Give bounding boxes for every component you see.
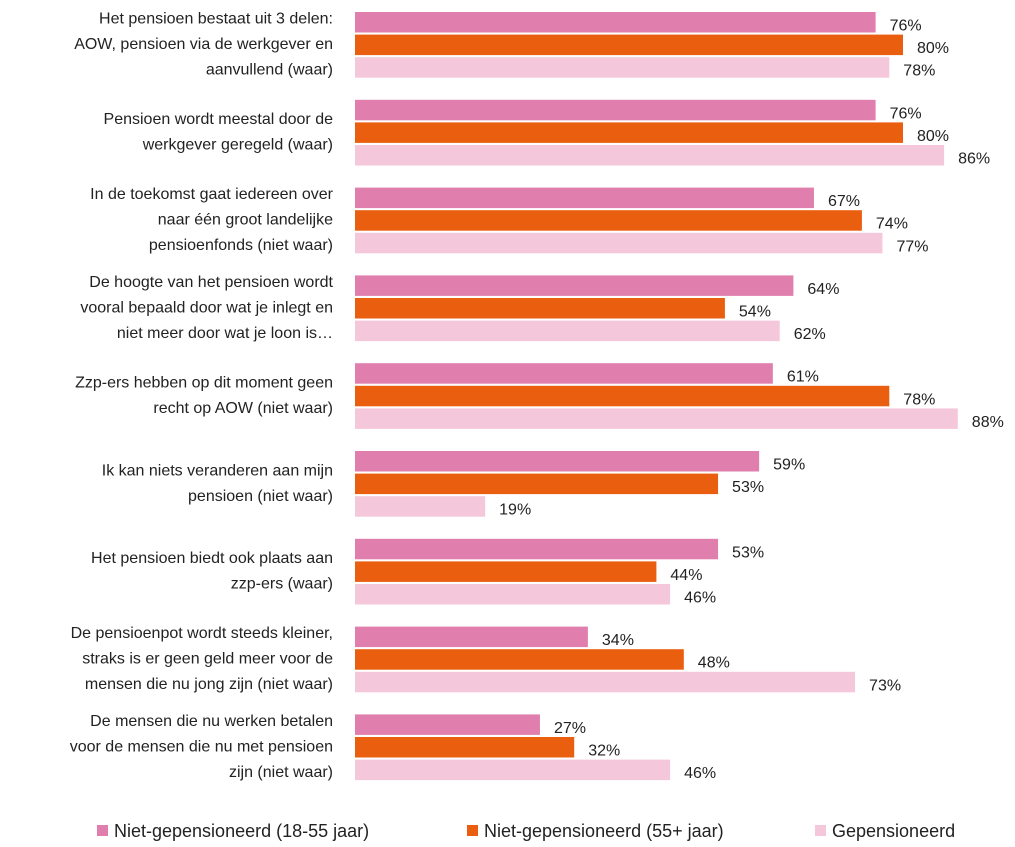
value-label: 86% bbox=[958, 150, 990, 167]
bar bbox=[355, 649, 684, 670]
bar bbox=[355, 122, 903, 143]
bar bbox=[355, 34, 903, 56]
legend-swatch bbox=[815, 825, 826, 836]
bar bbox=[355, 57, 890, 78]
value-label: 76% bbox=[890, 105, 922, 122]
bar bbox=[355, 759, 671, 781]
value-label: 73% bbox=[869, 677, 901, 694]
bar bbox=[355, 210, 862, 231]
value-label: 80% bbox=[917, 128, 949, 145]
bar bbox=[355, 473, 719, 495]
category-label: niet meer door wat je loon is… bbox=[117, 325, 333, 342]
legend-label: Niet-gepensioneerd (55+ jaar) bbox=[484, 821, 724, 841]
value-label: 46% bbox=[684, 765, 716, 782]
category-label: Pensioen wordt meestal door de bbox=[104, 111, 334, 128]
bar bbox=[355, 232, 883, 254]
category-label: naar één groot landelijke bbox=[158, 212, 333, 229]
category-label: pensioenfonds (niet waar) bbox=[149, 237, 333, 254]
bar bbox=[355, 451, 760, 472]
bar bbox=[355, 99, 876, 121]
category-label: straks is er geen geld meer voor de bbox=[82, 651, 333, 668]
value-label: 27% bbox=[554, 720, 586, 737]
value-label: 46% bbox=[684, 589, 716, 606]
category-label: pensioen (niet waar) bbox=[188, 488, 333, 505]
value-label: 53% bbox=[732, 479, 764, 496]
value-label: 48% bbox=[698, 655, 730, 672]
category-label: AOW, pensioen via de werkgever en bbox=[74, 36, 333, 53]
legend-label: Niet-gepensioneerd (18-55 jaar) bbox=[114, 821, 369, 841]
value-label: 77% bbox=[896, 238, 928, 255]
value-label: 78% bbox=[903, 63, 935, 80]
value-label: 44% bbox=[670, 567, 702, 584]
bar bbox=[355, 385, 890, 407]
bar bbox=[355, 626, 588, 648]
bar bbox=[355, 408, 958, 429]
bar bbox=[355, 671, 856, 693]
category-label: zijn (niet waar) bbox=[229, 764, 333, 781]
category-label: aanvullend (waar) bbox=[206, 62, 333, 79]
value-label: 74% bbox=[876, 216, 908, 233]
legend-swatch bbox=[467, 825, 478, 836]
value-label: 19% bbox=[499, 502, 531, 519]
value-label: 80% bbox=[917, 40, 949, 57]
category-label: werkgever geregeld (waar) bbox=[142, 137, 333, 154]
category-label: mensen die nu jong zijn (niet waar) bbox=[85, 676, 333, 693]
legend-swatch bbox=[97, 825, 108, 836]
bar bbox=[355, 187, 814, 209]
category-label: vooral bepaald door wat je inlegt en bbox=[80, 299, 333, 316]
value-label: 64% bbox=[807, 281, 839, 298]
legend-label: Gepensioneerd bbox=[832, 821, 955, 841]
value-label: 59% bbox=[773, 456, 805, 473]
value-label: 88% bbox=[972, 414, 1004, 431]
category-label: Zzp-ers hebben op dit moment geen bbox=[75, 375, 333, 392]
value-label: 54% bbox=[739, 303, 771, 320]
category-label: zzp-ers (waar) bbox=[231, 576, 333, 593]
bar bbox=[355, 363, 773, 384]
category-label: voor de mensen die nu met pensioen bbox=[70, 738, 333, 755]
value-label: 67% bbox=[828, 193, 860, 210]
bar bbox=[355, 298, 725, 319]
bar bbox=[355, 496, 486, 517]
category-label: Het pensioen bestaat uit 3 delen: bbox=[99, 11, 333, 28]
value-label: 61% bbox=[787, 369, 819, 386]
bar bbox=[355, 584, 671, 605]
category-label: De mensen die nu werken betalen bbox=[90, 713, 333, 730]
bar bbox=[355, 561, 657, 582]
category-label: Ik kan niets veranderen aan mijn bbox=[102, 462, 333, 479]
category-label: De pensioenpot wordt steeds kleiner, bbox=[71, 625, 333, 642]
category-label: Het pensioen biedt ook plaats aan bbox=[91, 550, 333, 567]
category-label: recht op AOW (niet waar) bbox=[153, 400, 333, 417]
bar bbox=[355, 538, 719, 560]
bar bbox=[355, 714, 540, 735]
bar bbox=[355, 12, 876, 33]
bar bbox=[355, 145, 945, 166]
value-label: 62% bbox=[794, 326, 826, 343]
value-label: 32% bbox=[588, 742, 620, 759]
bar bbox=[355, 320, 780, 342]
value-label: 53% bbox=[732, 544, 764, 561]
bar bbox=[355, 275, 794, 296]
category-label: De hoogte van het pensioen wordt bbox=[89, 274, 333, 291]
value-label: 76% bbox=[890, 17, 922, 34]
value-label: 34% bbox=[602, 632, 634, 649]
category-label: In de toekomst gaat iedereen over bbox=[90, 186, 333, 203]
value-label: 78% bbox=[903, 391, 935, 408]
bar bbox=[355, 737, 575, 758]
